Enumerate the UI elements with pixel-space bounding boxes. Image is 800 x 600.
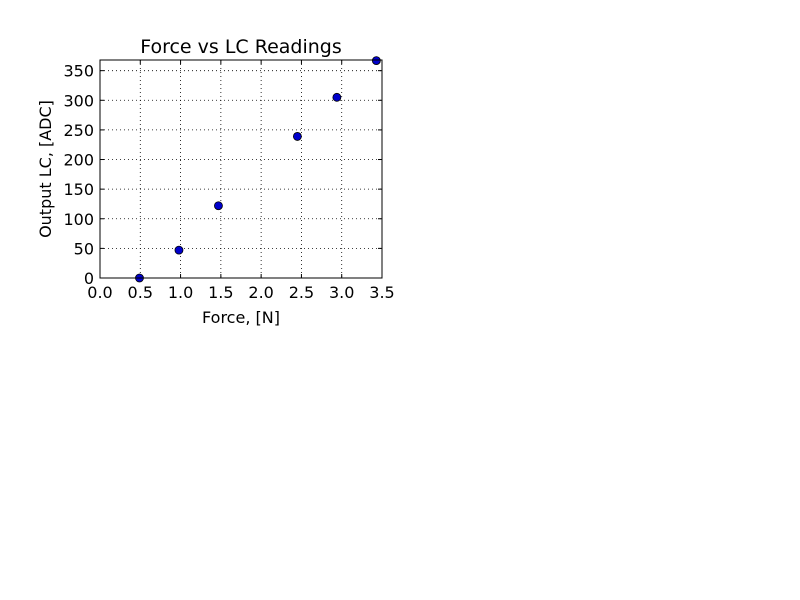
tick-labels: 0.0 0.5 1.0 1.5 2.0 2.5 3.0 3.5 0 50 100 150 200 250 3… [63, 62, 394, 302]
plot-frame [99, 59, 383, 279]
data-point [371, 56, 381, 65]
y-tick-label: 0 [84, 269, 94, 288]
data-point [292, 132, 302, 141]
x-tick-label: 0.0 [87, 283, 112, 302]
y-tick-label: 100 [63, 210, 94, 229]
x-tick-label: 2.5 [289, 283, 314, 302]
y-tick-label: 150 [63, 180, 94, 199]
y-axis-label: Output LC, [ADC] [36, 100, 55, 238]
y-tick-label: 350 [63, 62, 94, 81]
y-tick-label: 200 [63, 151, 94, 170]
x-tick-label: 2.0 [248, 283, 273, 302]
y-tick-label: 50 [74, 239, 94, 258]
x-tick-label: 3.5 [369, 283, 394, 302]
grid-lines [100, 60, 382, 278]
y-tick-label: 250 [63, 121, 94, 140]
x-tick-label: 3.0 [329, 283, 354, 302]
plot-area [100, 60, 382, 278]
data-point [332, 92, 342, 102]
x-tick-label: 1.5 [208, 283, 233, 302]
x-tick-label: 1.0 [168, 283, 193, 302]
chart-title: Force vs LC Readings [140, 36, 342, 58]
x-axis-label: Force, [N] [202, 308, 280, 327]
y-tick-label: 300 [63, 91, 94, 110]
x-tick-label: 0.5 [128, 283, 153, 302]
data-point [214, 201, 223, 211]
data-point [174, 245, 184, 255]
